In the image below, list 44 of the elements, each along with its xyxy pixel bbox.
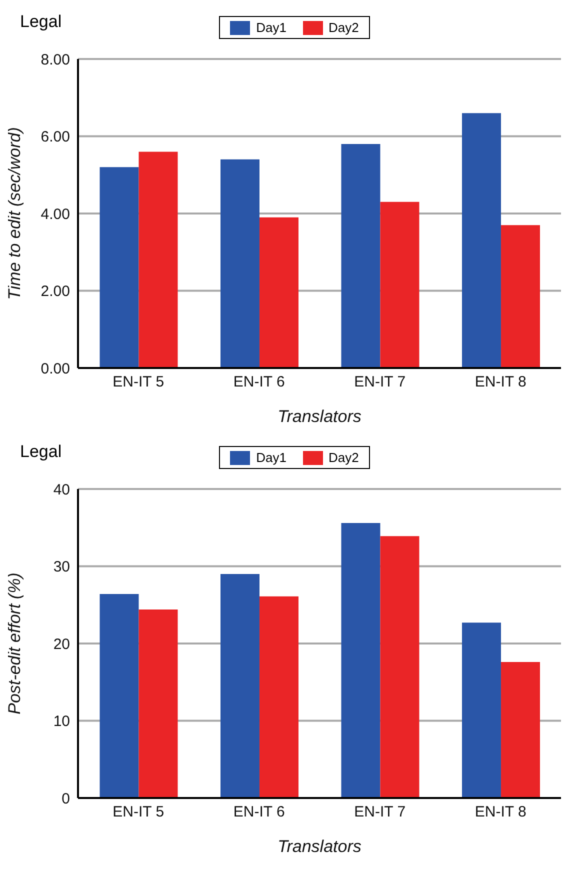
chart-title: Legal xyxy=(20,442,62,462)
bar xyxy=(500,225,540,368)
y-tick-label: 8.00 xyxy=(40,51,70,68)
x-tick-label: EN-IT 7 xyxy=(354,804,406,821)
x-tick-label: EN-IT 5 xyxy=(112,374,164,391)
bar xyxy=(500,662,540,798)
y-tick-label: 0 xyxy=(62,790,70,808)
bar xyxy=(220,159,260,368)
legend-label: Day1 xyxy=(255,450,286,465)
y-tick-label: 4.00 xyxy=(40,206,70,223)
y-tick-label: 20 xyxy=(53,636,70,653)
bar xyxy=(138,152,178,368)
y-tick-label: 0.00 xyxy=(40,360,70,378)
x-tick-label: EN-IT 5 xyxy=(112,804,164,821)
x-tick-label: EN-IT 7 xyxy=(354,374,406,391)
bar xyxy=(138,610,178,798)
x-tick-label: EN-IT 6 xyxy=(233,374,285,391)
bar xyxy=(100,594,139,798)
bar xyxy=(341,144,380,368)
x-axis-title: Translators xyxy=(278,407,362,426)
y-tick-label: 10 xyxy=(53,713,70,730)
y-tick-label: 6.00 xyxy=(40,128,70,146)
legend-label: Day2 xyxy=(328,20,359,35)
legend-label: Day1 xyxy=(255,20,286,35)
x-axis-title: Translators xyxy=(278,837,362,856)
y-axis-title: Post-edit effort (%) xyxy=(5,572,24,714)
legend-label: Day2 xyxy=(328,450,359,465)
bar xyxy=(341,522,380,798)
y-axis-title: Time to edit (sec/word) xyxy=(5,127,24,300)
bar xyxy=(462,113,501,368)
x-tick-label: EN-IT 6 xyxy=(233,804,285,821)
y-tick-label: 30 xyxy=(53,558,70,576)
bar xyxy=(380,536,420,798)
bar xyxy=(259,596,298,798)
x-tick-label: EN-IT 8 xyxy=(474,374,526,391)
bar xyxy=(259,217,298,368)
x-tick-label: EN-IT 8 xyxy=(474,804,526,821)
bar xyxy=(462,622,501,798)
bar xyxy=(380,202,420,368)
y-tick-label: 40 xyxy=(53,481,70,498)
bar xyxy=(220,574,260,798)
chart-title: Legal xyxy=(20,12,62,32)
bar xyxy=(100,167,139,368)
y-tick-label: 2.00 xyxy=(40,283,70,300)
